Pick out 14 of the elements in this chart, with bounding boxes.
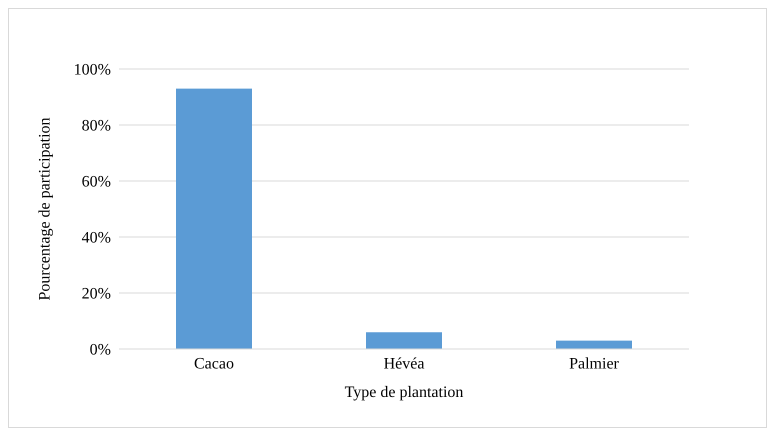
y-tick-label: 80% — [82, 118, 111, 135]
y-tick-label: 0% — [90, 342, 111, 359]
x-tick-label: Hévéa — [384, 355, 424, 372]
x-tick-label: Palmier — [569, 355, 620, 372]
y-tick-label: 100% — [74, 62, 111, 79]
y-tick-label: 60% — [82, 174, 111, 191]
x-tick-label: Cacao — [194, 355, 234, 372]
bar — [176, 88, 252, 349]
y-axis-title: Pourcentage de participation — [36, 117, 54, 301]
bar — [556, 340, 632, 349]
x-axis-title: Type de plantation — [344, 384, 464, 401]
y-tick-label: 20% — [82, 286, 111, 303]
y-tick-label: 40% — [82, 230, 111, 247]
bar — [366, 332, 442, 349]
